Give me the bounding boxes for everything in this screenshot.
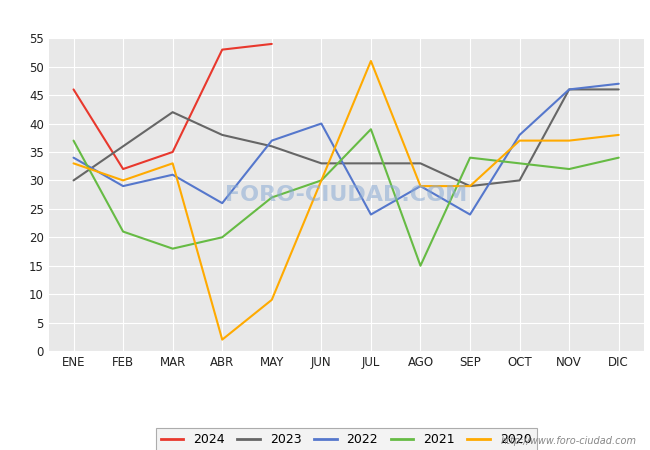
Text: http://www.foro-ciudad.com: http://www.foro-ciudad.com: [501, 436, 637, 446]
Text: Matriculaciones de Vehiculos en Villalbilla: Matriculaciones de Vehiculos en Villalbi…: [152, 9, 498, 27]
Text: FORO-CIUDAD.COM: FORO-CIUDAD.COM: [225, 184, 467, 205]
Legend: 2024, 2023, 2022, 2021, 2020: 2024, 2023, 2022, 2021, 2020: [156, 428, 536, 450]
